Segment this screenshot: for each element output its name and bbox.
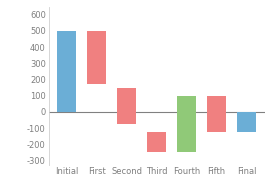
Bar xyxy=(177,96,196,152)
Bar xyxy=(207,96,226,132)
Bar xyxy=(117,88,136,124)
Bar xyxy=(147,132,166,152)
Bar xyxy=(57,31,76,112)
Bar xyxy=(237,112,256,132)
Bar xyxy=(87,31,106,84)
